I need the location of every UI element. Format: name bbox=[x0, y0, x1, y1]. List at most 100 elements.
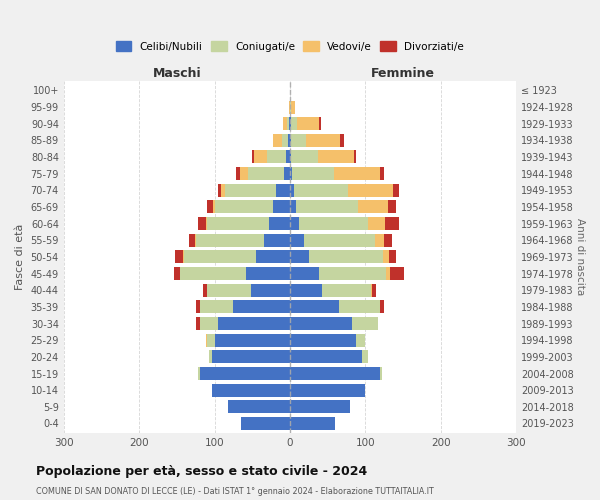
Bar bbox=[184, 250, 256, 264]
Bar bbox=[386, 267, 390, 280]
Bar bbox=[268, 150, 286, 164]
Bar bbox=[251, 284, 290, 296]
Bar bbox=[356, 334, 365, 346]
Bar bbox=[206, 334, 207, 346]
Bar bbox=[319, 267, 386, 280]
Bar bbox=[290, 134, 291, 147]
Bar bbox=[206, 217, 207, 230]
Bar bbox=[389, 250, 396, 264]
Bar bbox=[334, 167, 380, 180]
Bar bbox=[290, 317, 352, 330]
Bar bbox=[380, 167, 384, 180]
Bar bbox=[290, 250, 309, 264]
Bar bbox=[290, 100, 292, 114]
Bar bbox=[290, 300, 339, 314]
Bar bbox=[196, 317, 199, 330]
Bar bbox=[180, 267, 246, 280]
Bar bbox=[198, 217, 206, 230]
Bar bbox=[286, 150, 290, 164]
Bar bbox=[368, 217, 385, 230]
Bar bbox=[340, 134, 344, 147]
Bar bbox=[283, 117, 287, 130]
Bar bbox=[287, 117, 289, 130]
Bar bbox=[297, 117, 319, 130]
Bar bbox=[189, 234, 195, 247]
Bar bbox=[209, 350, 212, 364]
Y-axis label: Anni di nascita: Anni di nascita bbox=[575, 218, 585, 296]
Bar bbox=[215, 334, 290, 346]
Bar bbox=[218, 184, 221, 197]
Bar bbox=[274, 200, 290, 213]
Bar bbox=[228, 400, 290, 413]
Bar bbox=[291, 134, 306, 147]
Bar bbox=[283, 134, 289, 147]
Bar bbox=[290, 350, 362, 364]
Bar bbox=[290, 417, 335, 430]
Bar bbox=[225, 184, 277, 197]
Bar bbox=[292, 167, 334, 180]
Bar bbox=[212, 384, 290, 396]
Bar bbox=[263, 234, 290, 247]
Bar bbox=[388, 200, 395, 213]
Bar bbox=[362, 350, 368, 364]
Bar bbox=[380, 367, 382, 380]
Bar bbox=[196, 234, 263, 247]
Bar bbox=[207, 217, 269, 230]
Bar bbox=[372, 284, 376, 296]
Bar bbox=[304, 234, 375, 247]
Bar bbox=[236, 167, 240, 180]
Bar bbox=[218, 317, 290, 330]
Bar bbox=[348, 184, 393, 197]
Bar bbox=[375, 234, 384, 247]
Bar bbox=[354, 150, 356, 164]
Bar bbox=[199, 367, 290, 380]
Bar bbox=[199, 317, 218, 330]
Text: Femmine: Femmine bbox=[371, 68, 435, 80]
Bar bbox=[290, 400, 350, 413]
Bar bbox=[290, 167, 292, 180]
Bar bbox=[290, 217, 299, 230]
Bar bbox=[183, 250, 184, 264]
Bar bbox=[174, 267, 180, 280]
Bar bbox=[290, 384, 365, 396]
Bar bbox=[318, 150, 354, 164]
Bar bbox=[290, 284, 322, 296]
Legend: Celibi/Nubili, Coniugati/e, Vedovi/e, Divorziati/e: Celibi/Nubili, Coniugati/e, Vedovi/e, Di… bbox=[112, 37, 468, 56]
Text: Maschi: Maschi bbox=[152, 68, 201, 80]
Bar bbox=[322, 284, 371, 296]
Bar bbox=[290, 184, 294, 197]
Bar bbox=[385, 217, 398, 230]
Bar bbox=[296, 200, 358, 213]
Bar bbox=[393, 184, 399, 197]
Bar bbox=[175, 250, 183, 264]
Bar bbox=[292, 150, 318, 164]
Bar bbox=[254, 150, 268, 164]
Bar bbox=[233, 300, 290, 314]
Bar bbox=[269, 217, 290, 230]
Bar bbox=[274, 134, 283, 147]
Bar bbox=[213, 200, 215, 213]
Bar bbox=[352, 317, 378, 330]
Bar bbox=[215, 200, 274, 213]
Bar bbox=[196, 300, 199, 314]
Bar bbox=[277, 184, 290, 197]
Bar bbox=[289, 117, 290, 130]
Bar bbox=[252, 150, 254, 164]
Bar bbox=[199, 300, 233, 314]
Bar bbox=[290, 150, 292, 164]
Bar bbox=[294, 184, 348, 197]
Bar bbox=[207, 284, 251, 296]
Bar bbox=[299, 217, 368, 230]
Bar bbox=[241, 417, 290, 430]
Bar bbox=[203, 284, 207, 296]
Text: Popolazione per età, sesso e stato civile - 2024: Popolazione per età, sesso e stato civil… bbox=[36, 464, 367, 477]
Bar bbox=[290, 200, 296, 213]
Bar bbox=[207, 200, 213, 213]
Bar bbox=[339, 300, 380, 314]
Bar bbox=[246, 267, 290, 280]
Bar bbox=[309, 250, 383, 264]
Bar bbox=[256, 250, 290, 264]
Bar bbox=[291, 117, 297, 130]
Bar bbox=[240, 167, 248, 180]
Bar bbox=[290, 117, 291, 130]
